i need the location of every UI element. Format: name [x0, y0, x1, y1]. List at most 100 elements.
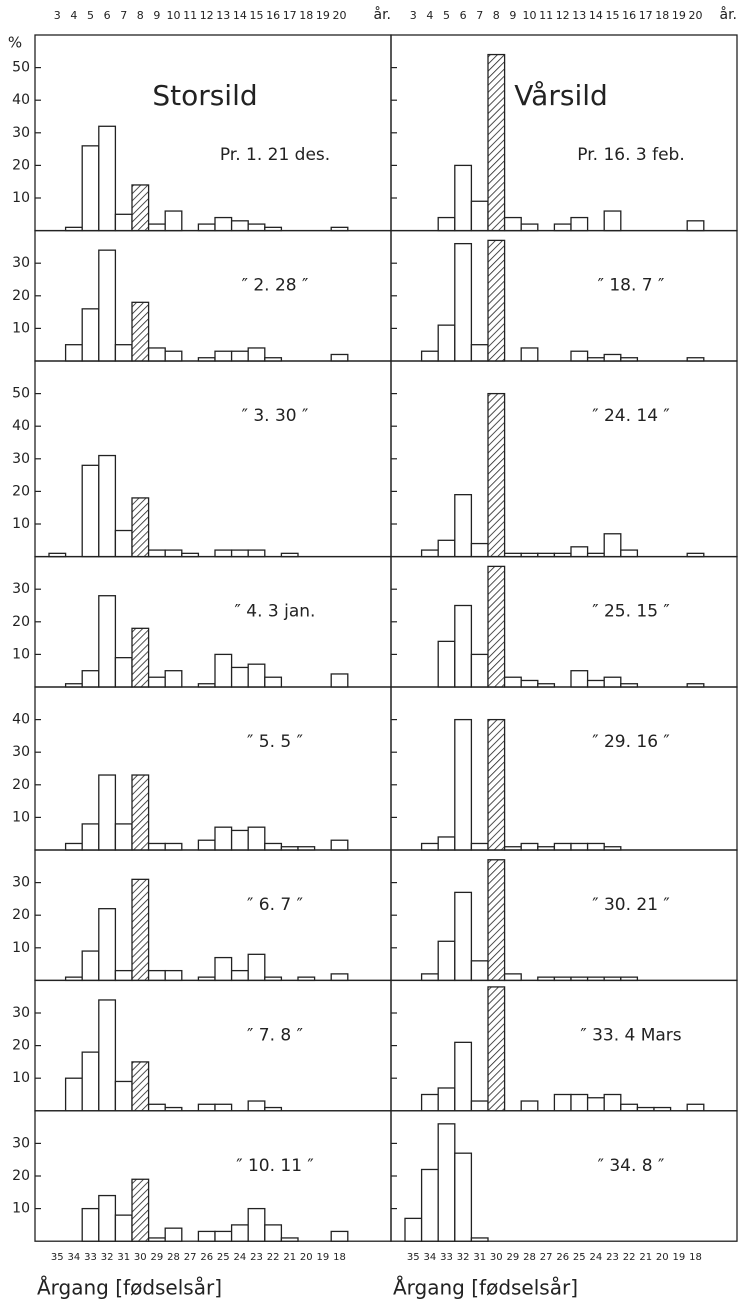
- age-label: 13: [216, 9, 230, 22]
- y-tick-label: 10: [12, 1070, 30, 1086]
- age-label: 17: [283, 9, 297, 22]
- year-class-label: 25: [217, 1252, 230, 1263]
- bar: [420, 842, 439, 851]
- panel-annotation: ″ 7. 8 ″: [247, 1025, 303, 1045]
- year-class-label: 33: [440, 1252, 453, 1263]
- bar: [454, 718, 473, 851]
- bar: [330, 839, 349, 851]
- y-tick-label: 30: [12, 875, 30, 891]
- y-tick-label: 20: [12, 1168, 30, 1184]
- hatched-bar: [487, 718, 506, 851]
- panel-annotation: ″ 24. 14 ″: [592, 406, 670, 426]
- bar: [280, 1237, 299, 1242]
- bar: [570, 1093, 589, 1112]
- age-label: 6: [104, 9, 111, 22]
- panel-annotation: ″ 3. 30 ″: [242, 406, 309, 426]
- bar: [454, 164, 473, 232]
- bar: [454, 1041, 473, 1112]
- bar: [603, 533, 622, 558]
- age-label: 20: [689, 9, 703, 22]
- y-tick-label: 30: [12, 1005, 30, 1021]
- year-class-label: 20: [656, 1252, 669, 1263]
- bar: [264, 1224, 283, 1242]
- y-tick-label: 10: [12, 1201, 30, 1217]
- bar: [164, 350, 183, 362]
- bar: [420, 1168, 439, 1242]
- y-tick-label: 30: [12, 451, 30, 467]
- bar: [470, 842, 489, 851]
- y-tick-label: 20: [12, 907, 30, 923]
- bar: [586, 679, 605, 688]
- bar: [81, 308, 100, 362]
- bar: [214, 1103, 233, 1112]
- hatched-bar: [487, 53, 506, 232]
- bar: [98, 595, 117, 688]
- bar: [454, 891, 473, 982]
- hatched-bar: [487, 986, 506, 1112]
- bar: [230, 969, 249, 982]
- bar: [164, 842, 183, 851]
- age-label: 12: [200, 9, 214, 22]
- year-class-label: 21: [283, 1252, 296, 1263]
- panel-annotation: ″ 6. 7 ″: [247, 895, 303, 915]
- age-label: 15: [606, 9, 620, 22]
- bar: [520, 347, 539, 362]
- bar: [214, 350, 233, 362]
- bar: [214, 826, 233, 851]
- bar: [586, 1097, 605, 1112]
- y-tick-label: 10: [12, 320, 30, 336]
- bar: [570, 216, 589, 232]
- panel-annotation: ″ 30. 21 ″: [592, 895, 670, 915]
- age-label: 6: [460, 9, 467, 22]
- year-class-label: 28: [523, 1252, 536, 1263]
- bar: [197, 223, 216, 232]
- panel-annotation: ″ 10. 11 ″: [236, 1156, 314, 1176]
- hatched-bar: [131, 774, 150, 851]
- bar: [437, 940, 456, 982]
- y-unit: %: [8, 34, 22, 52]
- bar: [620, 549, 639, 558]
- year-class-label: 27: [540, 1252, 553, 1263]
- bar: [437, 836, 456, 851]
- bar: [454, 242, 473, 362]
- year-class-label: 20: [300, 1252, 313, 1263]
- bar: [81, 950, 100, 982]
- y-tick-label: 10: [12, 646, 30, 662]
- bar: [330, 973, 349, 982]
- panel-frame: [390, 360, 738, 558]
- hatched-bar: [131, 301, 150, 362]
- bar: [230, 220, 249, 232]
- hatched-bar: [131, 1061, 150, 1112]
- bar: [470, 653, 489, 688]
- y-tick-label: 50: [12, 386, 30, 402]
- age-label: 9: [153, 9, 160, 22]
- hatched-bar: [131, 184, 150, 232]
- bar: [420, 549, 439, 558]
- bar: [214, 1230, 233, 1242]
- bar: [64, 1077, 83, 1112]
- panel-frame: [390, 686, 738, 851]
- bar: [470, 200, 489, 232]
- year-class-label: 18: [333, 1252, 346, 1263]
- bar: [230, 1224, 249, 1242]
- bar: [247, 663, 266, 688]
- age-unit: år.: [720, 6, 738, 23]
- bar: [620, 1103, 639, 1112]
- bar: [503, 973, 522, 982]
- age-label: 5: [443, 9, 450, 22]
- bar: [520, 223, 539, 232]
- panel-annotation: ″ 2. 28 ″: [242, 276, 309, 296]
- bar: [686, 220, 705, 232]
- bar: [586, 842, 605, 851]
- year-class-label: 26: [200, 1252, 213, 1263]
- y-tick-label: 10: [12, 940, 30, 956]
- age-label: 5: [87, 9, 94, 22]
- age-label: 11: [539, 9, 553, 22]
- year-class-label: 32: [457, 1252, 470, 1263]
- bar: [503, 676, 522, 688]
- bar: [81, 145, 100, 232]
- panel-annotation: ″ 34. 8 ″: [598, 1156, 665, 1176]
- age-label: 20: [333, 9, 347, 22]
- bar: [520, 679, 539, 688]
- y-tick-label: 20: [12, 288, 30, 304]
